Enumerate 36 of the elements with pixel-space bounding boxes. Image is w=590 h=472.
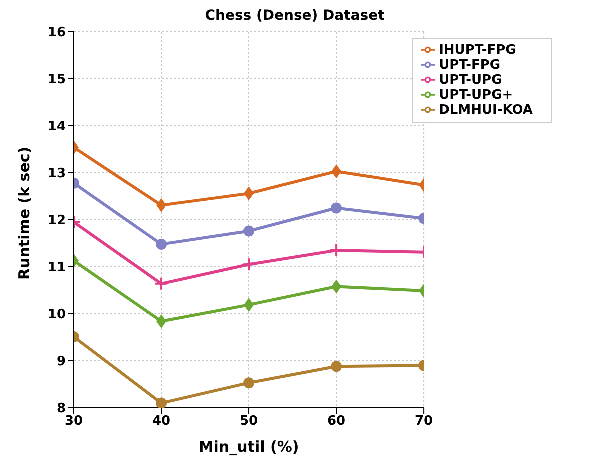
point <box>242 258 256 272</box>
point <box>331 361 342 372</box>
point <box>331 202 342 214</box>
legend-label: UPT-UPG+ <box>439 88 514 103</box>
point <box>244 378 255 389</box>
y-tick-label: 8 <box>56 402 66 417</box>
y-tick-label: 16 <box>48 26 66 41</box>
legend-label: UPT-FPG <box>439 58 501 73</box>
legend-label: UPT-UPG <box>439 73 502 88</box>
point <box>154 276 169 291</box>
y-tick-label: 12 <box>48 214 66 229</box>
x-tick-label: 70 <box>415 414 434 430</box>
point <box>244 226 255 237</box>
x-tick-label: 40 <box>152 414 171 430</box>
x-axis-title: Min_util (%) <box>198 438 300 456</box>
legend-label: DLMHUI-KOA <box>439 103 533 118</box>
x-tick-label: 30 <box>64 414 84 430</box>
point <box>244 186 254 201</box>
y-tick-label: 10 <box>48 308 66 323</box>
point <box>332 164 342 179</box>
point <box>156 314 167 329</box>
point <box>244 298 254 312</box>
y-tick-label: 11 <box>48 260 66 276</box>
x-tick-label: 50 <box>240 414 258 430</box>
y-tick-label: 9 <box>56 354 66 370</box>
chart-title: Chess (Dense) Dataset <box>204 8 386 26</box>
legend-label: IHUPT-FPG <box>439 43 516 58</box>
point <box>156 398 168 408</box>
y-axis-title: Runtime (k sec) <box>15 146 34 280</box>
y-tick-label: 13 <box>48 166 66 182</box>
y-tick-label: 14 <box>48 120 66 135</box>
point <box>156 238 168 250</box>
point <box>332 280 342 294</box>
x-tick-label: 60 <box>328 414 346 430</box>
y-tick-label: 15 <box>48 72 66 88</box>
point <box>156 198 167 212</box>
